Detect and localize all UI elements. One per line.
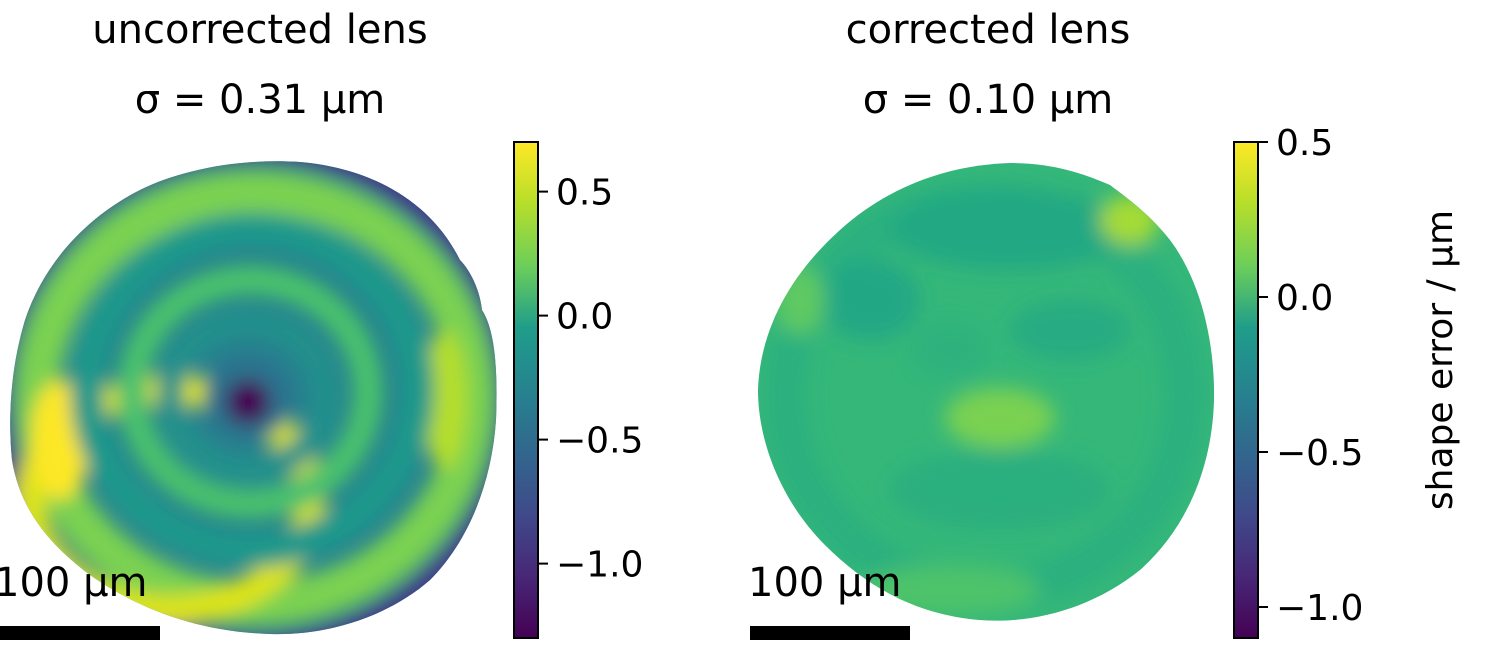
scale-bar-label: 100 μm [748,560,902,606]
panel-uncorrected: uncorrected lens σ = 0.31 μm [0,0,740,656]
uncorrected-heatmap [10,161,497,635]
panel-sigma: σ = 0.10 μm [862,77,1114,123]
colorbar-tick-label: 0.0 [1276,278,1333,319]
colorbar-corrected: 0.5 0.0 −0.5 −1.0 shape error / μm [1233,123,1461,639]
colorbar-tick-label: 0.0 [556,297,613,338]
colorbar-label: shape error / μm [1420,210,1461,510]
colorbar-tick-label: −1.0 [1276,588,1363,629]
scale-bar [0,626,160,640]
colorbar-tick-label: −0.5 [556,421,643,462]
colorbar-gradient [513,141,539,639]
colorbar-uncorrected: 0.5 0.0 −0.5 −1.0 [513,141,643,639]
panel-sigma: σ = 0.31 μm [134,77,386,123]
colorbar-tick-label: −1.0 [556,545,643,586]
scale-bar [750,626,910,640]
panel-title: uncorrected lens [92,7,428,53]
colorbar-tick-label: 0.5 [556,173,613,214]
scale-bar-label: 100 μm [0,560,148,606]
colorbar-tick-label: −0.5 [1276,433,1363,474]
corrected-heatmap [758,163,1215,621]
panel-corrected: corrected lens σ = 0.10 μm [740,0,1500,656]
colorbar-tick-label: 0.5 [1276,123,1333,164]
colorbar-gradient [1233,141,1259,639]
panel-title: corrected lens [845,7,1131,53]
